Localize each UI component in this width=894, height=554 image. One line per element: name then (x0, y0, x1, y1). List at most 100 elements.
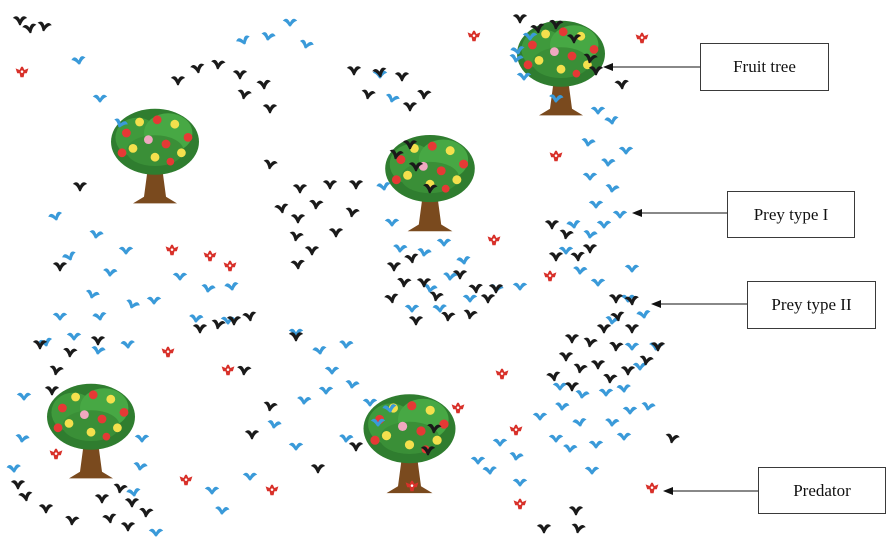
black-bird-icon (12, 16, 28, 26)
fruit-tree-icon (383, 133, 477, 233)
black-bird-icon (244, 430, 260, 440)
black-bird-icon (262, 401, 279, 413)
blue-bird-icon (572, 266, 588, 276)
black-bird-icon (596, 324, 612, 334)
black-bird-icon (38, 504, 54, 514)
red-bird-icon (543, 270, 557, 282)
black-bird-icon (570, 251, 586, 262)
blue-bird-icon (584, 466, 600, 475)
black-bird-icon (558, 352, 574, 362)
blue-bird-icon (296, 396, 312, 406)
blue-bird-icon (214, 506, 230, 516)
black-bird-icon (536, 524, 552, 534)
red-bird-icon (179, 474, 193, 486)
red-bird-icon (223, 260, 237, 272)
blue-bird-icon (92, 94, 108, 103)
blue-bird-icon (392, 244, 408, 254)
black-bird-icon (570, 523, 587, 535)
blue-bird-icon (118, 246, 134, 255)
black-bird-icon (346, 66, 362, 76)
black-bird-icon (416, 89, 432, 100)
black-bird-icon (348, 442, 364, 452)
black-bird-icon (310, 464, 326, 474)
black-bird-icon (236, 365, 252, 376)
black-bird-icon (124, 498, 140, 508)
black-bird-icon (210, 59, 226, 70)
blue-bird-icon (624, 264, 640, 273)
black-bird-icon (21, 23, 38, 35)
black-bird-icon (292, 184, 308, 194)
black-bird-icon (36, 21, 53, 33)
blue-bird-icon (516, 72, 532, 81)
red-bird-icon (513, 498, 527, 510)
black-bird-icon (480, 294, 496, 304)
blue-bird-icon (612, 210, 628, 219)
black-bird-icon (17, 491, 34, 503)
blue-bird-icon (512, 478, 528, 487)
blue-bird-icon (66, 332, 82, 341)
blue-bird-icon (622, 406, 638, 415)
blue-bird-icon (600, 158, 616, 168)
black-bird-icon (94, 494, 110, 504)
blue-bird-icon (235, 34, 252, 47)
blue-bird-icon (588, 200, 604, 209)
blue-bird-icon (442, 272, 458, 282)
blue-bird-icon (88, 229, 105, 240)
black-bird-icon (572, 363, 589, 375)
black-bird-icon (602, 373, 618, 384)
blue-bird-icon (260, 31, 277, 42)
blue-bird-icon (492, 438, 508, 447)
black-bird-icon (402, 102, 418, 112)
blue-bird-icon (404, 304, 420, 313)
black-bird-icon (468, 283, 484, 294)
blue-bird-icon (432, 304, 448, 314)
black-bird-icon (360, 89, 377, 101)
black-bird-icon (440, 311, 456, 322)
blue-bird-icon (604, 183, 621, 194)
blue-bird-icon (124, 298, 141, 311)
blue-bird-icon (455, 255, 472, 266)
black-bird-icon (386, 262, 402, 272)
blue-bird-icon (200, 283, 217, 294)
blue-bird-icon (588, 440, 604, 449)
blue-bird-icon (436, 238, 452, 247)
black-bird-icon (428, 291, 445, 303)
black-bird-icon (256, 79, 272, 90)
black-bird-icon (48, 365, 65, 377)
blue-bird-icon (52, 312, 68, 321)
blue-bird-icon (188, 314, 204, 324)
black-bird-icon (44, 386, 60, 396)
blue-bird-icon (102, 268, 118, 278)
blue-bird-icon (282, 18, 298, 27)
red-bird-icon (203, 250, 217, 262)
blue-bird-icon (582, 229, 599, 240)
blue-bird-icon (266, 419, 283, 430)
black-bird-icon (512, 14, 528, 24)
black-bird-icon (62, 347, 78, 358)
blue-bird-icon (61, 250, 78, 263)
black-bird-icon (138, 507, 154, 518)
blue-bird-icon (618, 146, 634, 155)
blue-bird-icon (590, 106, 606, 115)
blue-bird-icon (146, 296, 162, 305)
blue-bird-icon (90, 345, 107, 356)
black-bird-icon (64, 515, 80, 526)
fruit-tree-icon (45, 382, 137, 481)
black-bird-icon (232, 70, 248, 80)
blue-bird-icon (242, 472, 258, 481)
red-bird-icon (635, 32, 649, 44)
blue-bird-icon (596, 220, 612, 229)
black-bird-icon (328, 228, 344, 238)
blue-bird-icon (554, 402, 570, 412)
black-bird-icon (403, 253, 420, 265)
black-bird-icon (236, 89, 253, 101)
blue-bird-icon (338, 340, 354, 350)
blue-bird-icon (362, 398, 378, 407)
red-bird-icon (509, 424, 523, 436)
black-bird-icon (383, 293, 400, 305)
black-bird-icon (344, 207, 361, 219)
blue-bird-icon (384, 93, 401, 105)
red-bird-icon (487, 234, 501, 246)
red-bird-icon (221, 364, 235, 376)
